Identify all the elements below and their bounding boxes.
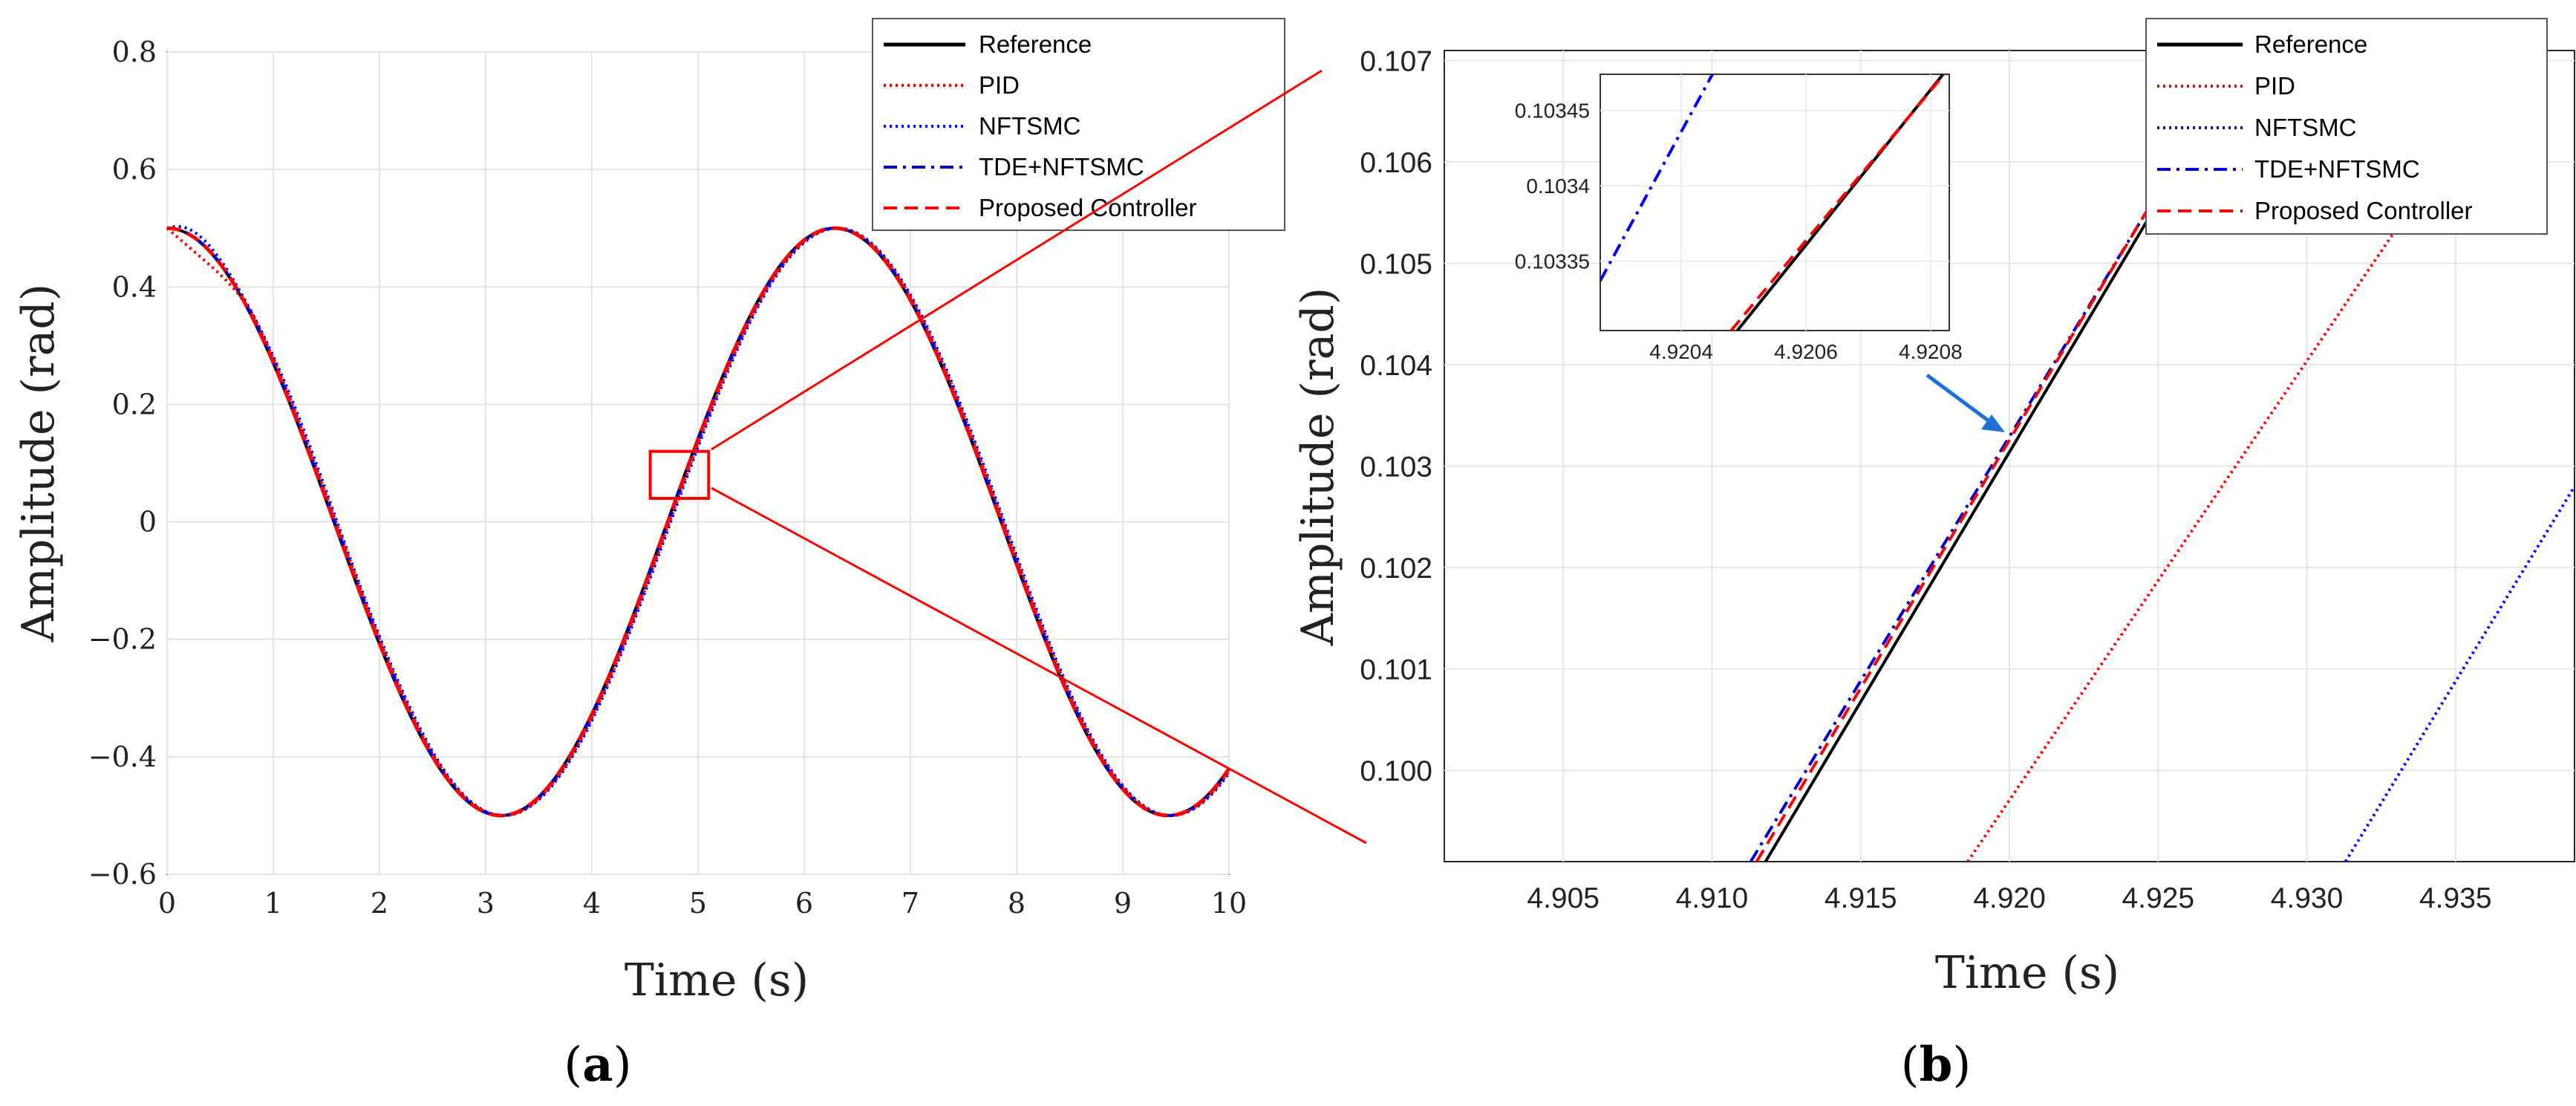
legend-label: Reference xyxy=(979,30,1092,58)
zoom-connectors xyxy=(711,69,1367,845)
x-tick-label: 4.905 xyxy=(1527,882,1600,914)
inset-x-tick-label: 4.9208 xyxy=(1899,340,1963,363)
x-tick-label: 2 xyxy=(371,887,388,920)
inset-series-lines xyxy=(1600,74,1946,331)
legend-a: Reference PID NFTSMC TDE+NFTSMC Proposed Con… xyxy=(872,18,1285,231)
y-tick-label: −0.6 xyxy=(88,858,157,891)
x-tick-label: 4.920 xyxy=(1973,882,2046,914)
inset-arrow xyxy=(1926,373,2005,432)
legend-box-a xyxy=(872,18,1285,231)
x-tick-label: 6 xyxy=(795,887,813,920)
inset-frame xyxy=(1600,74,1950,331)
y-tick-label: 0.106 xyxy=(1360,147,1432,179)
panel-b-chart: 4.905 4.910 4.915 4.920 4.925 4.930 4.935 0.100… xyxy=(1292,18,2575,1093)
inset-y-tick-label: 0.1034 xyxy=(1526,175,1590,198)
x-tick-label: 4.910 xyxy=(1676,882,1749,914)
y-tick-label: 0.107 xyxy=(1360,46,1432,78)
y-tick-label: 0.6 xyxy=(112,153,157,186)
inset-y-tick-label: 0.10345 xyxy=(1515,100,1590,123)
inset-chart: 4.9204 4.9206 4.9208 0.10335 0.1034 0.10345 xyxy=(1515,74,1963,363)
x-tick-label: 4 xyxy=(583,887,601,920)
ticks-a: 0 1 2 3 4 5 6 7 8 9 10 −0.6 −0.4 −0.2 0 0.2 0.4 0.6 0.8 xyxy=(88,36,1247,920)
panel-label-a: (a) xyxy=(564,1037,631,1093)
legend-b: Reference PID NFTSMC TDE+NFTSMC Proposed Con… xyxy=(2145,18,2548,235)
y-tick-label: 0.8 xyxy=(112,36,157,68)
y-tick-label: −0.2 xyxy=(88,623,157,656)
inset-series-line-tde-nftsmc xyxy=(1600,74,1714,282)
y-tick-label: 0.102 xyxy=(1360,553,1432,585)
inset-x-tick-label: 4.9204 xyxy=(1649,340,1713,363)
legend-label: Proposed Controller xyxy=(2254,197,2473,224)
panel-a-chart: 0 1 2 3 4 5 6 7 8 9 10 −0.6 −0.4 −0.2 0 0.2 0.4 0.6 0.8 Ti… xyxy=(13,18,1285,1093)
series-line-nftsmc xyxy=(2344,485,2575,862)
series-line-proposed-controller xyxy=(166,226,1231,818)
legend-label: PID xyxy=(979,71,1020,99)
x-tick-label: 7 xyxy=(901,887,919,920)
legend-label: Reference xyxy=(2254,30,2367,58)
series-lines-a xyxy=(166,224,1231,818)
inset-grid xyxy=(1600,74,1949,331)
x-tick-label: 3 xyxy=(477,887,495,920)
x-tick-label: 4.930 xyxy=(2271,882,2344,914)
legend-label: NFTSMC xyxy=(2254,114,2356,141)
y-tick-label: 0.101 xyxy=(1360,654,1432,686)
y-tick-label: 0.2 xyxy=(112,388,157,420)
inset-x-tick-label: 4.9206 xyxy=(1774,340,1838,363)
zoom-connector-lower xyxy=(711,487,1367,845)
inset-ticks: 4.9204 4.9206 4.9208 0.10335 0.1034 0.10345 xyxy=(1515,100,1963,363)
series-line-nftsmc xyxy=(166,224,1230,817)
y-axis-label-b: Amplitude (rad) xyxy=(1292,287,1344,646)
series-line-proposed-controller xyxy=(1755,181,2165,862)
x-tick-label: 5 xyxy=(689,887,707,920)
y-tick-label: 0.4 xyxy=(112,270,157,303)
inset-series-line-proposed-controller xyxy=(1729,74,1946,331)
legend-box-b xyxy=(2145,18,2548,235)
legend-label: Proposed Controller xyxy=(979,194,1197,221)
x-axis-label-a: Time (s) xyxy=(625,954,809,1006)
legend-label: TDE+NFTSMC xyxy=(2254,155,2420,183)
x-axis-label-b: Time (s) xyxy=(1935,947,2119,999)
y-axis-label-a: Amplitude (rad) xyxy=(13,284,65,643)
legend-label: PID xyxy=(2254,72,2295,100)
x-tick-label: 4.925 xyxy=(2122,882,2194,914)
series-lines-b xyxy=(1749,171,2575,862)
y-tick-label: 0.100 xyxy=(1360,755,1432,787)
y-tick-label: 0.104 xyxy=(1360,350,1432,382)
y-tick-label: 0.103 xyxy=(1360,452,1432,484)
x-tick-label: 4.915 xyxy=(1825,882,1897,914)
series-line-pid xyxy=(1966,171,2436,862)
x-tick-label: 0 xyxy=(158,887,176,920)
y-tick-label: 0 xyxy=(139,506,157,539)
x-tick-label: 10 xyxy=(1211,887,1247,920)
x-tick-label: 1 xyxy=(264,887,282,920)
y-tick-label: −0.4 xyxy=(88,741,157,773)
ticks-b: 4.905 4.910 4.915 4.920 4.925 4.930 4.935 0.100… xyxy=(1360,46,2491,914)
panel-label-b: (b) xyxy=(1901,1037,1972,1093)
series-line-reference xyxy=(1764,181,2171,862)
inset-y-tick-label: 0.10335 xyxy=(1515,250,1590,273)
zoom-box xyxy=(648,449,711,500)
y-tick-label: 0.105 xyxy=(1360,249,1432,281)
zoom-connector-upper xyxy=(711,69,1323,451)
x-tick-label: 8 xyxy=(1008,887,1025,920)
x-tick-label: 9 xyxy=(1114,887,1132,920)
legend-label: TDE+NFTSMC xyxy=(979,153,1144,180)
legend-label: NFTSMC xyxy=(979,112,1080,140)
x-tick-label: 4.935 xyxy=(2419,882,2492,914)
